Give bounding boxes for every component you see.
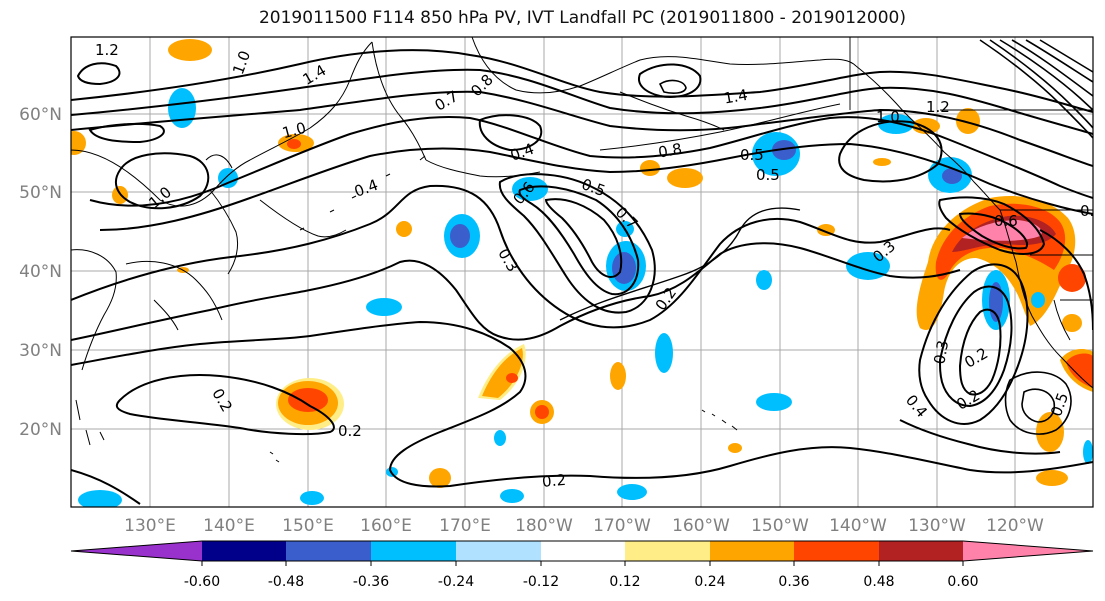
colorbar-segment: [794, 541, 879, 561]
latitude-tick-label: 30°N: [19, 341, 62, 361]
colorbar-segment: [963, 541, 1093, 561]
colorbar-tick-label: -0.48: [268, 574, 304, 590]
colorbar-segment: [541, 541, 625, 561]
colorbar-tick-label: 0.36: [778, 574, 809, 590]
shade-blob: [878, 114, 914, 134]
shade-blob: [78, 490, 122, 507]
shade-blob: [655, 333, 673, 373]
shade-blob: [728, 443, 742, 453]
shade-blob: [288, 388, 328, 412]
shade-blob: [494, 430, 506, 446]
shade-blob: [1066, 353, 1093, 388]
colorbar: -0.60 -0.48 -0.36 -0.24 -0.12 0.12 0.24 0.36 0.4…: [70, 540, 1094, 590]
longitude-tick-label: 150°E: [282, 516, 334, 536]
colorbar-segment: [879, 541, 963, 561]
longitude-tick-label: 130°W: [908, 516, 966, 536]
shade-blob: [873, 158, 891, 166]
colorbar-segment: [456, 541, 541, 561]
shade-blob: [1083, 440, 1093, 464]
colorbar-tick-label: -0.60: [184, 574, 220, 590]
colorbar-segment: [202, 541, 286, 561]
longitude-labels: 130°E 140°E 150°E 160°E 170°E 180°W 170°W 160°W…: [124, 516, 1044, 536]
colorbar-tick-label: -0.12: [523, 574, 559, 590]
pv-contours: [71, 39, 1093, 505]
shade-blob: [617, 484, 647, 500]
contour-label: 1.2: [95, 41, 119, 59]
shade-blob: [429, 468, 451, 488]
shade-blob: [1031, 292, 1045, 308]
contour-label: 1.0: [876, 108, 900, 126]
contour-label: 0.5: [740, 146, 764, 164]
shade-blob: [956, 108, 980, 134]
shade-blob: [610, 362, 626, 390]
shade-blob: [168, 39, 212, 61]
longitude-tick-label: 160°E: [360, 516, 412, 536]
shade-blob: [71, 131, 86, 155]
latitude-tick-label: 20°N: [19, 420, 62, 440]
contour-label: 0.2: [1080, 202, 1104, 220]
colorbar-tick-label: -0.36: [353, 574, 389, 590]
longitude-tick-label: 180°W: [515, 516, 573, 536]
longitude-tick-label: 120°W: [986, 516, 1044, 536]
shade-blob: [1058, 264, 1086, 292]
shade-blob: [396, 221, 412, 237]
contour-label: 0.3: [930, 339, 952, 366]
colorbar-tick-label: 0.12: [609, 574, 640, 590]
colorbar-tick-label: -0.24: [438, 574, 474, 590]
map-frame: [70, 36, 1094, 508]
contour-label: 1.2: [926, 98, 950, 116]
latitude-tick-label: 60°N: [19, 105, 62, 125]
colorbar-tick-label: 0.60: [947, 574, 978, 590]
shade-blob: [218, 168, 238, 188]
longitude-tick-label: 170°W: [593, 516, 651, 536]
shade-blob: [535, 405, 549, 419]
longitude-tick-label: 140°W: [829, 516, 887, 536]
shade-blob: [366, 298, 402, 316]
latitude-labels: 60°N 50°N 40°N 30°N 20°N: [19, 105, 62, 440]
longitude-tick-label: 140°E: [203, 516, 255, 536]
colorbar-tick-label: 0.24: [694, 574, 725, 590]
colorbar-segment: [71, 541, 202, 561]
contour-label: 1.4: [722, 86, 749, 108]
colorbar-segment: [710, 541, 794, 561]
contour-label: 1.0: [280, 119, 308, 143]
colorbar-segment: [371, 541, 456, 561]
map-title: 2019011500 F114 850 hPa PV, IVT Landfall…: [258, 8, 906, 28]
shade-blob: [1036, 470, 1068, 486]
contour-label: 0.2: [541, 471, 566, 491]
longitude-tick-label: 130°E: [124, 516, 176, 536]
shade-blob: [612, 252, 636, 284]
shade-blob: [772, 140, 796, 160]
longitude-tick-label: 170°E: [439, 516, 491, 536]
shade-blob: [506, 373, 518, 383]
contour-label: 0.2: [338, 422, 362, 440]
latitude-tick-label: 50°N: [19, 183, 62, 203]
colorbar-segment: [625, 541, 710, 561]
shade-blob: [1062, 314, 1082, 332]
shade-blob: [756, 270, 772, 290]
shade-blob: [168, 88, 196, 128]
colorbar-tick-label: 0.48: [863, 574, 894, 590]
longitude-tick-label: 150°W: [751, 516, 809, 536]
shade-blob: [300, 491, 324, 505]
shade-blob: [942, 168, 962, 184]
contour-label: 0.8: [657, 140, 684, 162]
shade-blob: [450, 224, 470, 248]
contour-label: 0.5: [756, 166, 780, 184]
shade-blob: [482, 348, 523, 398]
shade-blob: [640, 160, 660, 176]
shade-blob: [500, 489, 524, 503]
shade-blob: [756, 393, 792, 411]
colorbar-segment: [286, 541, 371, 561]
contour-label: 0.6: [994, 212, 1018, 230]
shade-blob: [287, 139, 301, 149]
longitude-tick-label: 160°W: [672, 516, 730, 536]
shade-blob: [667, 168, 703, 188]
latitude-tick-label: 40°N: [19, 262, 62, 282]
